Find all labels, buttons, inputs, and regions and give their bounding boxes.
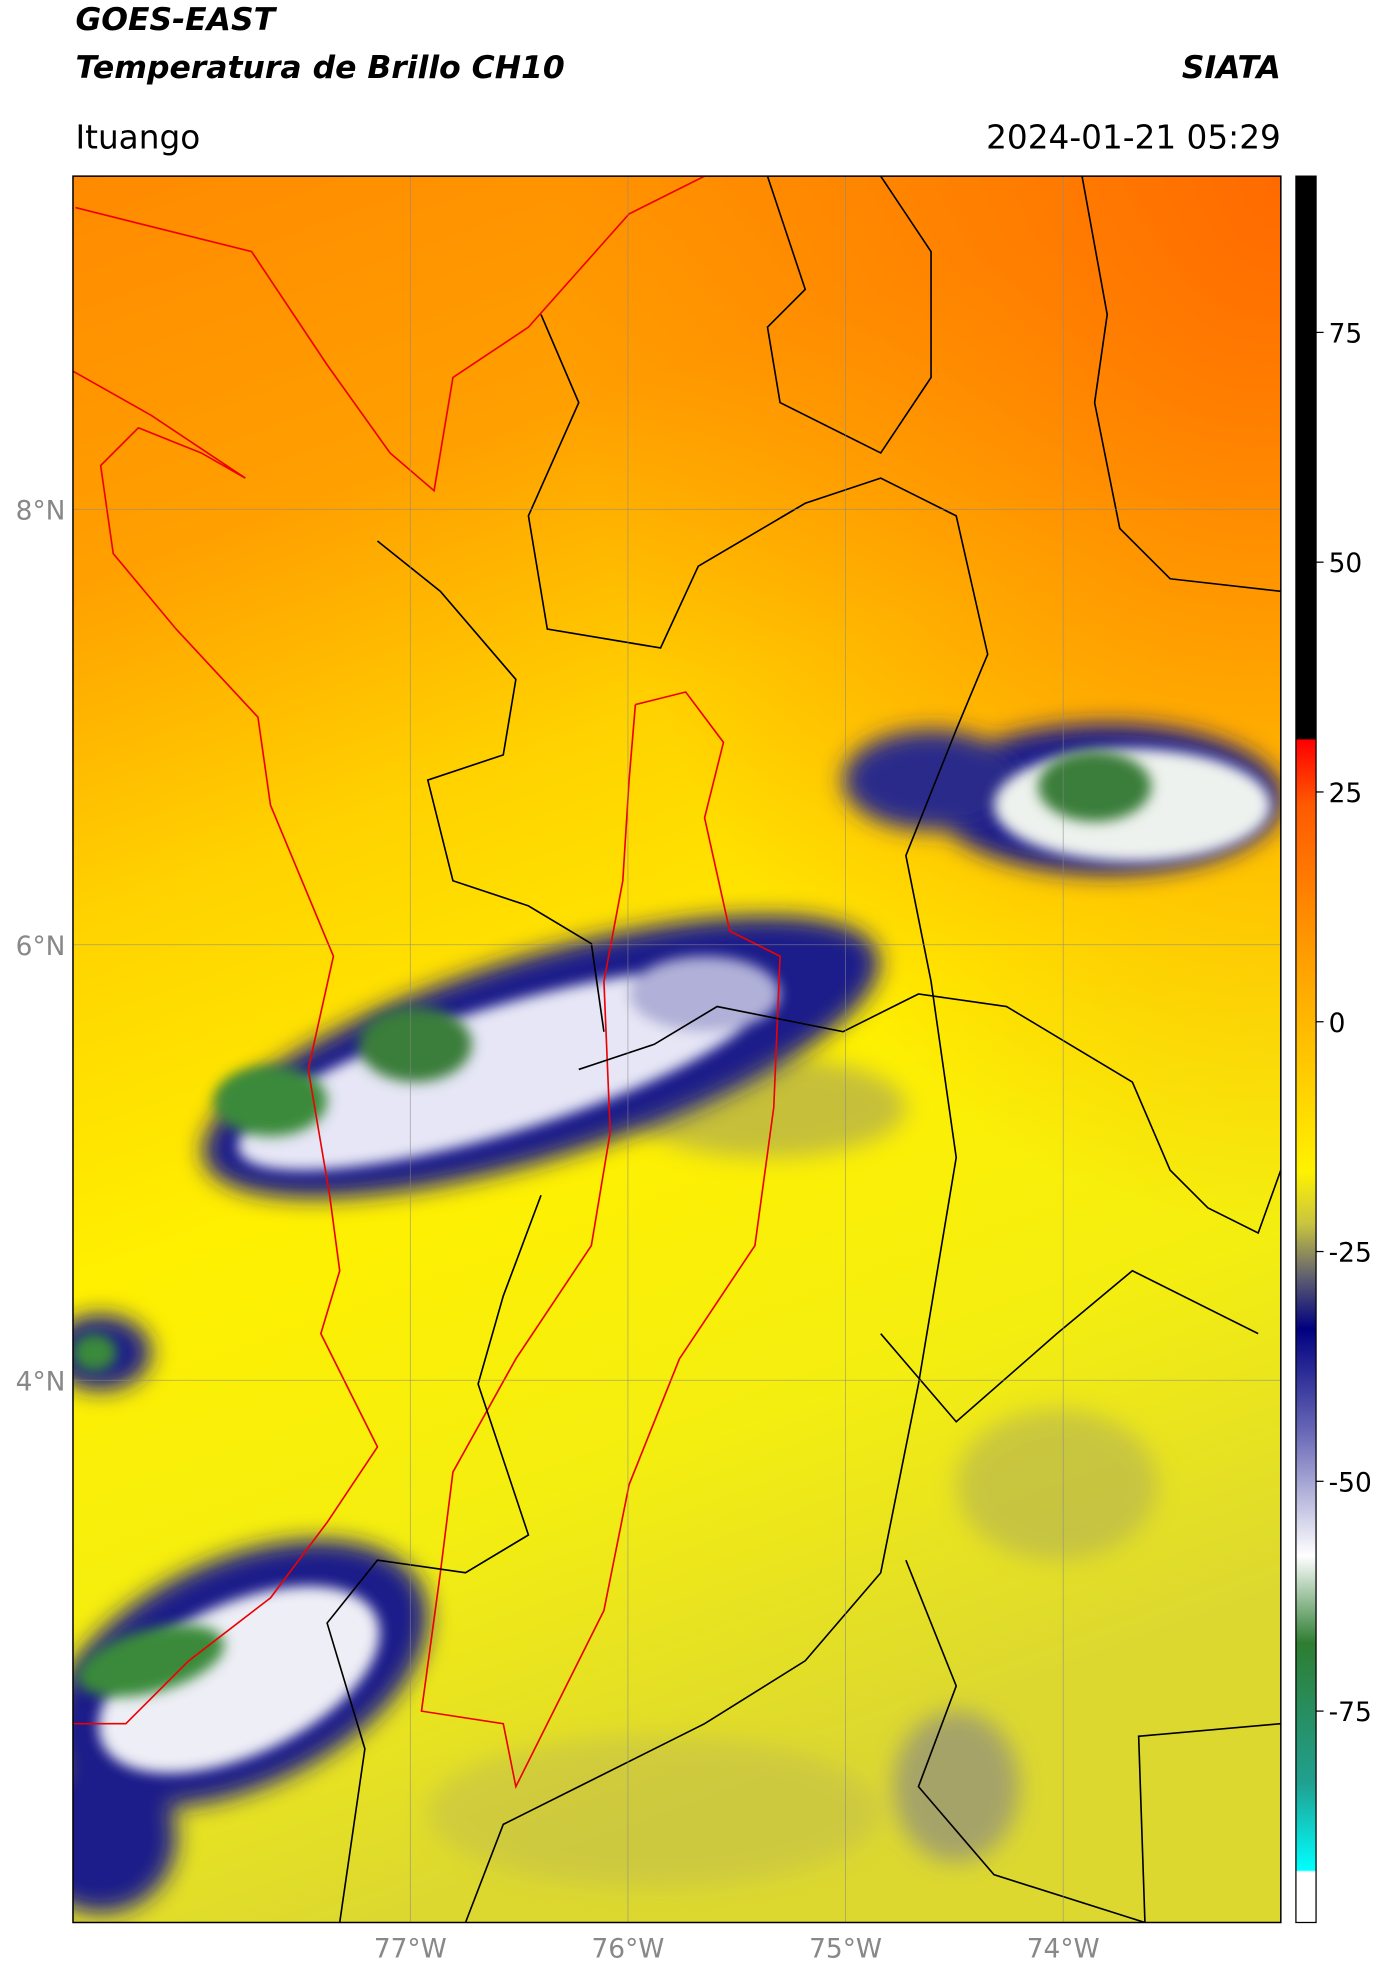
- y-tick-label: 6°N: [16, 931, 66, 962]
- colorbar-tick-label: 25: [1329, 778, 1363, 809]
- title: GOES-EAST: [75, 2, 277, 38]
- y-tick-label: 4°N: [16, 1366, 66, 1397]
- map-frame: [72, 175, 1282, 1924]
- source: SIATA: [1182, 50, 1281, 86]
- colorbar-tick-label: 50: [1329, 548, 1363, 579]
- x-tick-label: 76°W: [591, 1934, 664, 1965]
- map-image: [72, 176, 1281, 1923]
- y-tick-label: 8°N: [16, 495, 66, 526]
- subtitle: Temperatura de Brillo CH10: [75, 50, 564, 86]
- datetime: 2024-01-21 05:29: [986, 118, 1281, 156]
- location: Ituango: [75, 118, 200, 156]
- colorbar-tick-label: -50: [1329, 1467, 1372, 1498]
- x-tick-label: 77°W: [374, 1934, 447, 1965]
- colorbar: [1295, 175, 1317, 1924]
- colorbar-tick-label: -25: [1329, 1238, 1372, 1269]
- grid: [72, 176, 1281, 1923]
- colorbar-tick-label: -75: [1329, 1697, 1372, 1728]
- x-tick-label: 75°W: [809, 1934, 882, 1965]
- x-tick-label: 74°W: [1027, 1934, 1100, 1965]
- colorbar-tick-label: 75: [1329, 318, 1363, 349]
- colorbar-tick-label: 0: [1329, 1008, 1346, 1039]
